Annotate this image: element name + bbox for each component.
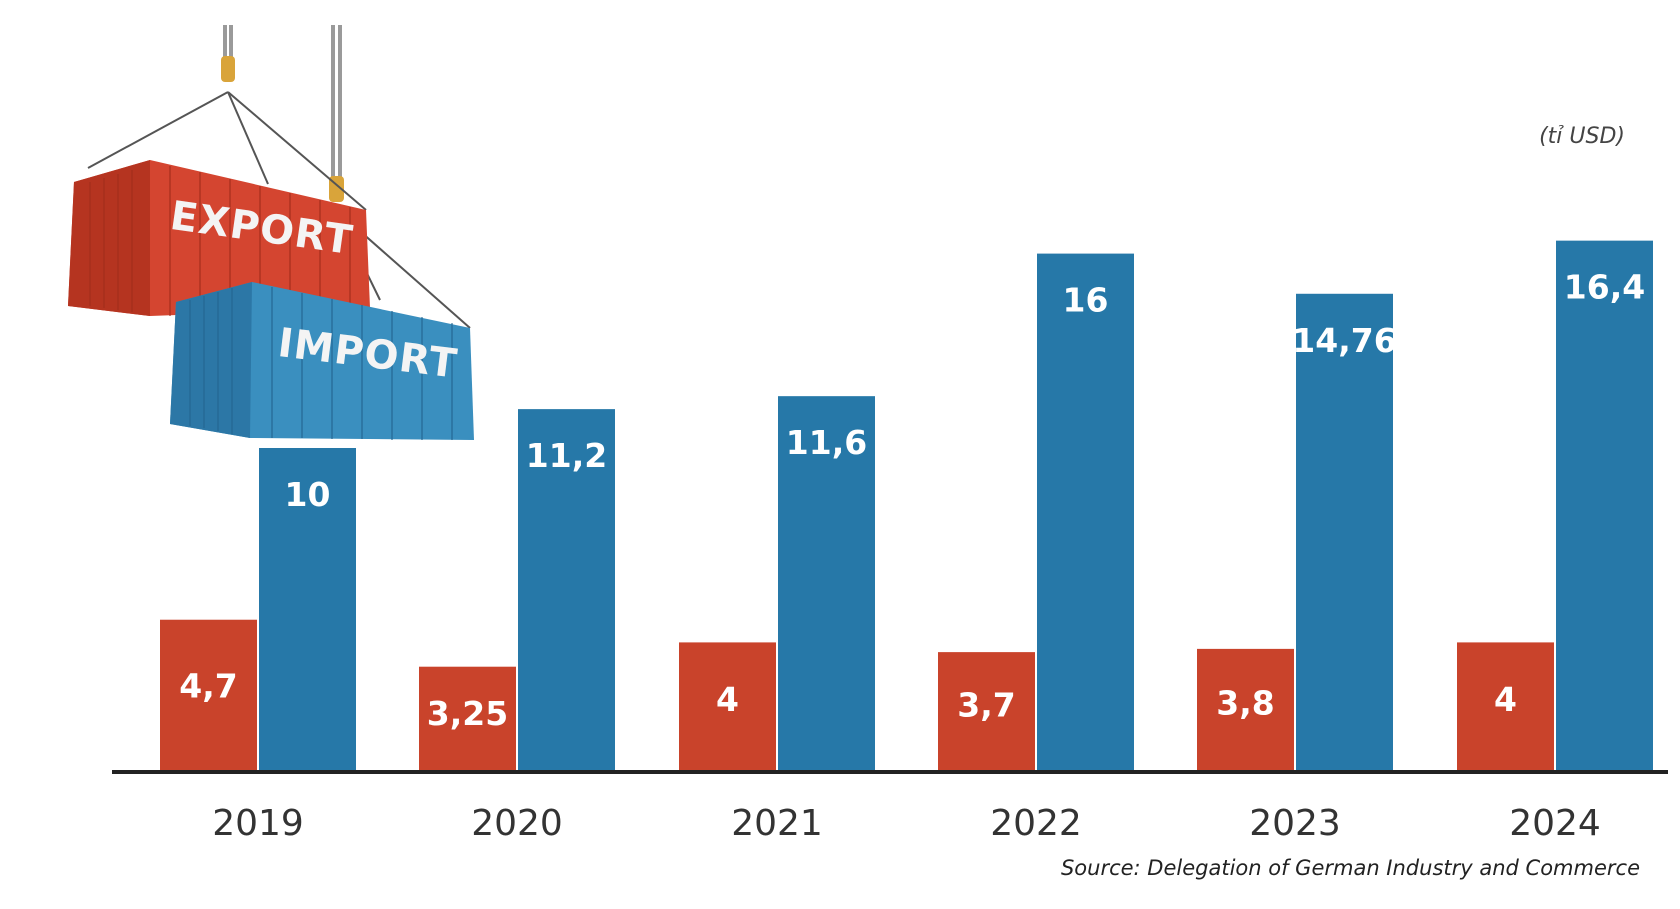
bars-layer [160,240,1653,773]
value-label-import-2021: 11,6 [786,423,867,462]
bar-export-2019 [160,619,257,772]
bar-import-2021 [778,396,875,772]
bar-export-2022 [938,652,1035,772]
bar-import-2024 [1556,240,1653,772]
bar-export-2020 [419,666,516,772]
x-tick-label-2023: 2023 [1249,803,1341,844]
value-label-import-2024: 16,4 [1564,268,1645,307]
value-label-export-2022: 3,7 [957,685,1015,724]
x-axis-tick-labels: 2019 2020 2021 2022 2023 2024 [212,803,1601,844]
value-label-import-2019: 10 [285,475,331,514]
import-container: IMPORT [170,282,474,440]
bar-export-2024 [1457,642,1554,772]
value-label-import-2020: 11,2 [526,436,607,475]
value-label-export-2020: 3,25 [427,694,508,733]
export-container-side [68,160,150,316]
bar-import-2022 [1037,253,1134,773]
value-label-export-2019: 4,7 [179,667,237,706]
x-tick-label-2022: 2022 [990,803,1082,844]
bar-export-2021 [679,642,776,772]
import-container-side [170,282,252,438]
bar-import-2019 [259,448,356,772]
x-tick-label-2020: 2020 [471,803,563,844]
value-labels-layer: 4,7 10 3,25 11,2 4 11,6 3,7 16 3,8 14,76 4 16,4 [179,268,1645,733]
crane-hooks [221,56,344,202]
bar-import-2023 [1296,293,1393,772]
value-label-export-2021: 4 [716,680,739,719]
unit-label: (tỉ USD) [1539,124,1625,149]
value-label-export-2024: 4 [1494,680,1517,719]
bar-import-2020 [518,409,615,772]
value-label-export-2023: 3,8 [1216,684,1274,723]
x-tick-label-2024: 2024 [1509,803,1601,844]
value-label-import-2023: 14,76 [1292,321,1396,360]
bar-export-2023 [1197,648,1294,772]
container-illustration: EXPORT IMPORT [68,25,474,440]
source-label: Source: Delegation of German Industry an… [1061,856,1640,880]
x-tick-label-2019: 2019 [212,803,304,844]
x-tick-label-2021: 2021 [731,803,823,844]
value-label-import-2022: 16 [1063,281,1109,320]
crane-cables [223,25,342,178]
